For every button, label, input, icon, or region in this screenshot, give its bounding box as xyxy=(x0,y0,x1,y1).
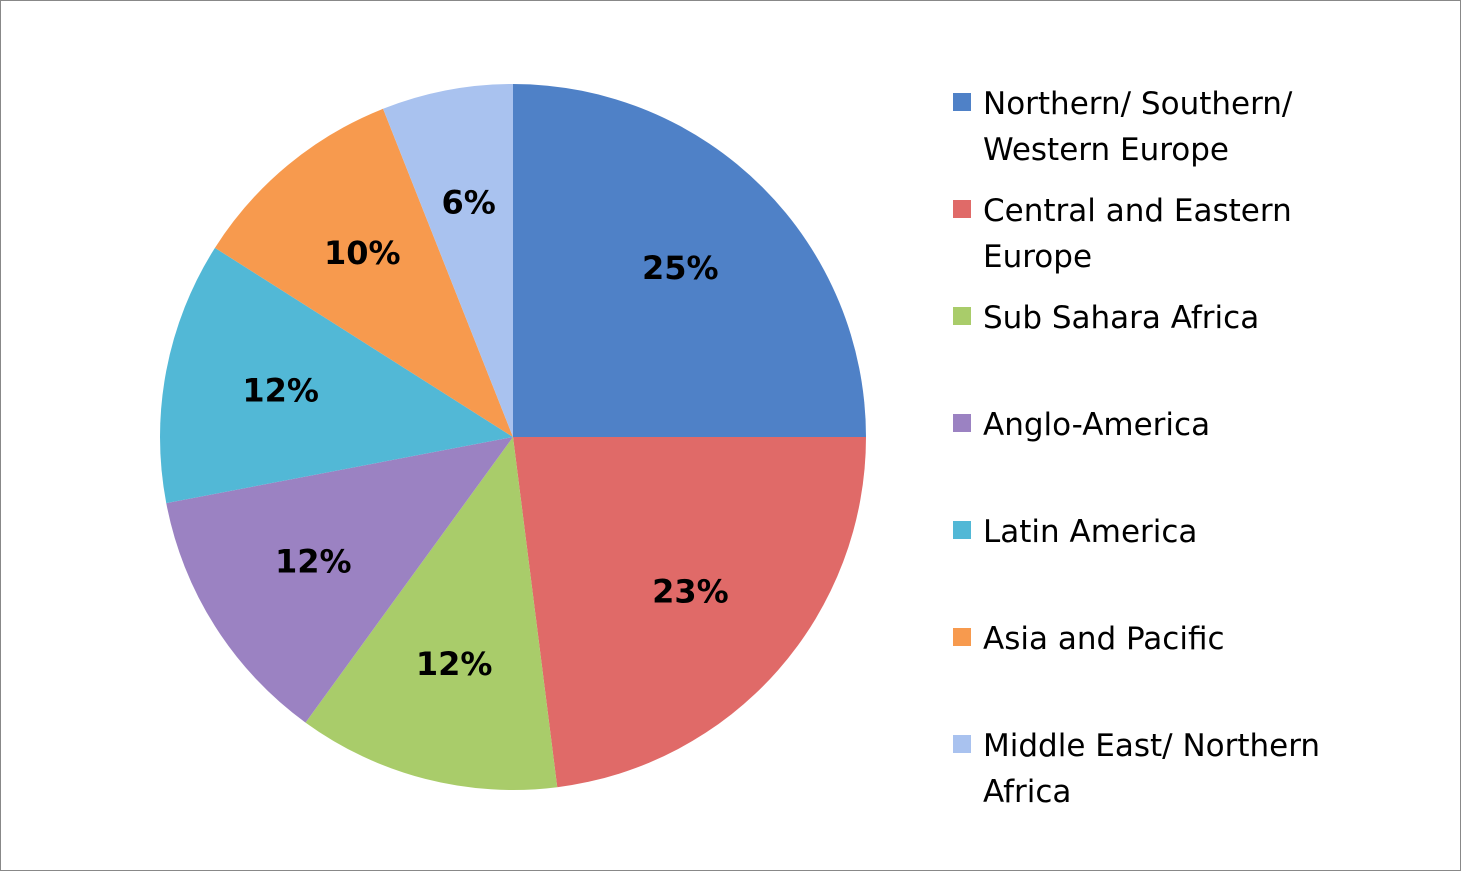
legend-item: Northern/ Southern/ Western Europe xyxy=(953,81,1333,173)
pie-slice xyxy=(166,437,513,723)
pie-slice xyxy=(214,108,513,437)
legend-label: Sub Sahara Africa xyxy=(983,300,1260,336)
data-label: 23% xyxy=(652,572,729,610)
pie-slice xyxy=(159,247,513,504)
legend-swatch xyxy=(953,735,971,753)
legend-item: Asia and Pacific xyxy=(953,616,1333,662)
legend-swatch xyxy=(953,93,971,111)
data-label: 12% xyxy=(275,543,352,581)
legend-item: Central and Eastern Europe xyxy=(953,188,1333,280)
data-label: 12% xyxy=(416,645,493,683)
pie-slice xyxy=(383,84,513,437)
pie-slice xyxy=(305,437,558,790)
legend-item: Middle East/ Northern Africa xyxy=(953,723,1333,815)
data-label: 25% xyxy=(642,249,719,287)
legend-label: Asia and Pacific xyxy=(983,621,1225,657)
pie-slice xyxy=(513,437,866,788)
legend-item: Anglo-America xyxy=(953,402,1333,448)
legend-label: Central and Eastern Europe xyxy=(983,193,1292,275)
legend-item: Latin America xyxy=(953,509,1333,555)
data-label: 12% xyxy=(242,372,319,410)
data-label: 6% xyxy=(442,184,496,222)
legend-swatch xyxy=(953,200,971,218)
legend-swatch xyxy=(953,521,971,539)
legend-label: Northern/ Southern/ Western Europe xyxy=(983,86,1293,168)
legend-item: Sub Sahara Africa xyxy=(953,295,1333,341)
legend-swatch xyxy=(953,414,971,432)
legend-swatch xyxy=(953,628,971,646)
legend-label: Middle East/ Northern Africa xyxy=(983,728,1321,810)
legend-swatch xyxy=(953,307,971,325)
data-label: 10% xyxy=(324,234,401,272)
legend-label: Latin America xyxy=(983,514,1198,550)
legend-label: Anglo-America xyxy=(983,407,1211,443)
pie-slice xyxy=(513,84,866,437)
